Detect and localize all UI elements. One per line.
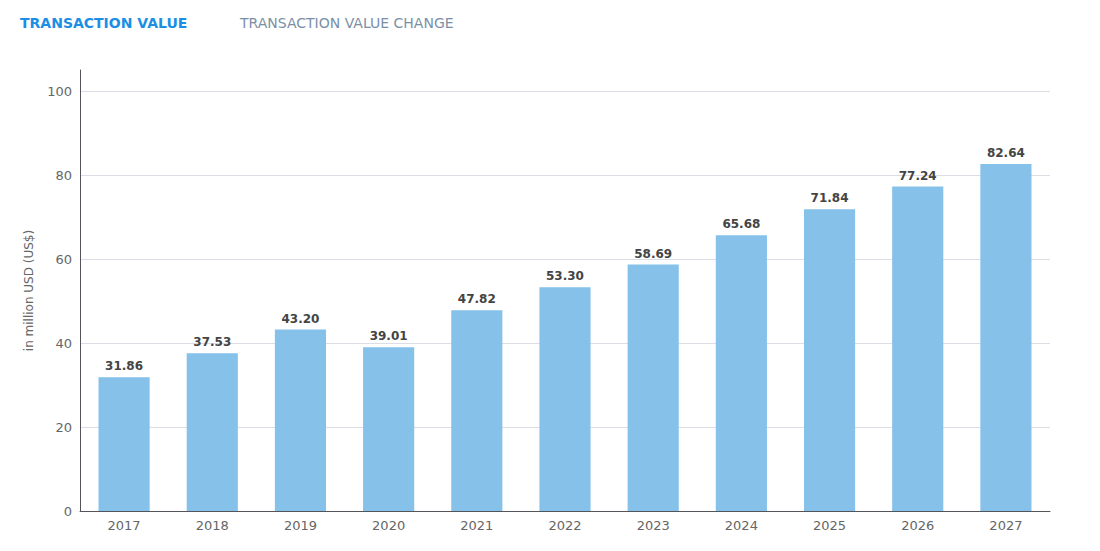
svg-text:2026: 2026 — [901, 518, 934, 533]
svg-text:53.30: 53.30 — [546, 269, 584, 283]
svg-text:43.20: 43.20 — [281, 312, 319, 326]
svg-text:2025: 2025 — [813, 518, 846, 533]
svg-text:37.53: 37.53 — [193, 335, 231, 349]
svg-text:80: 80 — [55, 168, 72, 183]
svg-text:2022: 2022 — [548, 518, 581, 533]
svg-text:TRANSACTION VALUE CHANGE: TRANSACTION VALUE CHANGE — [239, 15, 454, 31]
svg-text:82.64: 82.64 — [987, 146, 1025, 160]
svg-text:2017: 2017 — [108, 518, 141, 533]
svg-text:in million USD (US$): in million USD (US$) — [22, 230, 36, 351]
svg-text:58.69: 58.69 — [634, 247, 672, 261]
svg-text:0: 0 — [64, 504, 72, 519]
svg-text:31.86: 31.86 — [105, 359, 143, 373]
svg-text:20: 20 — [55, 420, 72, 435]
svg-text:77.24: 77.24 — [899, 169, 937, 183]
svg-text:47.82: 47.82 — [458, 292, 496, 306]
svg-text:2024: 2024 — [725, 518, 758, 533]
svg-text:71.84: 71.84 — [811, 191, 849, 205]
svg-text:60: 60 — [55, 252, 72, 267]
svg-text:2027: 2027 — [989, 518, 1022, 533]
svg-text:65.68: 65.68 — [722, 217, 760, 231]
svg-text:2018: 2018 — [196, 518, 229, 533]
svg-text:39.01: 39.01 — [370, 329, 408, 343]
svg-text:40: 40 — [55, 336, 72, 351]
svg-text:2023: 2023 — [637, 518, 670, 533]
svg-text:TRANSACTION VALUE: TRANSACTION VALUE — [20, 15, 187, 31]
svg-text:2020: 2020 — [372, 518, 405, 533]
svg-text:2019: 2019 — [284, 518, 317, 533]
svg-text:2021: 2021 — [460, 518, 493, 533]
svg-text:100: 100 — [47, 84, 72, 99]
